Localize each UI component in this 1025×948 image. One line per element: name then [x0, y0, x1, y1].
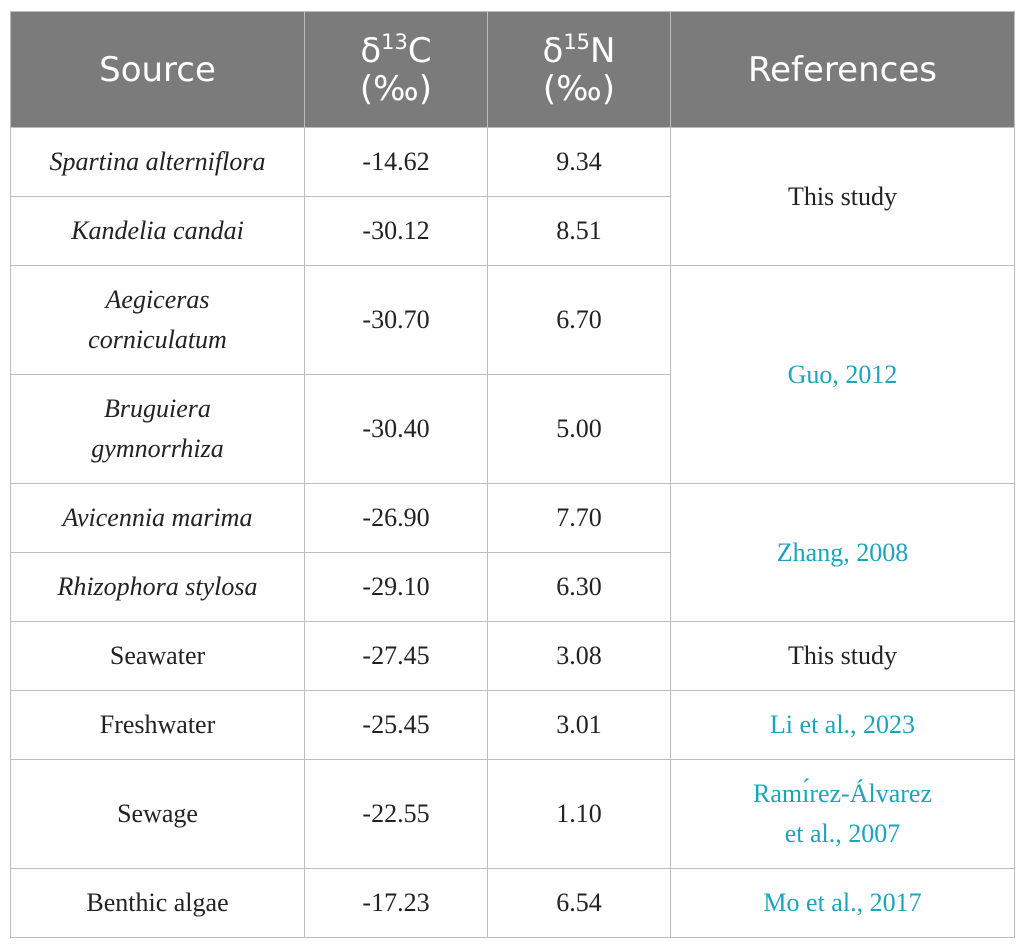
- source-line: Aegiceras: [105, 285, 210, 314]
- reference-link[interactable]: Mo et al., 2017: [670, 868, 1015, 938]
- d13c-cell: -14.62: [304, 127, 488, 197]
- table-row: Freshwater -25.45 3.01 Li et al., 2023: [10, 690, 1015, 760]
- d13c-cell: -26.90: [304, 483, 488, 553]
- reference-link[interactable]: Ramı́rez-Álvarez et al., 2007: [670, 759, 1015, 869]
- d15n-cell: 3.01: [487, 690, 671, 760]
- table-row: Rhizophora stylosa -29.10 6.30: [10, 552, 1015, 622]
- source-cell: Seawater: [10, 621, 305, 691]
- reference-link[interactable]: Guo, 2012: [670, 265, 1015, 484]
- reference-cell: This study: [670, 127, 1015, 266]
- d15n-cell: 7.70: [487, 483, 671, 553]
- d13c-cell: -22.55: [304, 759, 488, 869]
- table-header-row: Source δ13C (‰) δ15N (‰) References: [10, 11, 1015, 128]
- d15n-cell: 6.54: [487, 868, 671, 938]
- d13c-cell: -29.10: [304, 552, 488, 622]
- d13c-cell: -27.45: [304, 621, 488, 691]
- d13c-cell: -17.23: [304, 868, 488, 938]
- source-cell: Aegiceras corniculatum: [10, 265, 305, 375]
- table-row: Seawater -27.45 3.08 This study: [10, 621, 1015, 691]
- source-cell: Rhizophora stylosa: [10, 552, 305, 622]
- table-row: Benthic algae -17.23 6.54 Mo et al., 201…: [10, 868, 1015, 938]
- source-cell: Freshwater: [10, 690, 305, 760]
- header-references: References: [670, 11, 1015, 128]
- d15n-cell: 8.51: [487, 196, 671, 266]
- d15n-symbol: δ: [542, 30, 564, 71]
- source-line: Bruguiera: [104, 394, 211, 423]
- d15n-cell: 3.08: [487, 621, 671, 691]
- d15n-cell: 5.00: [487, 374, 671, 484]
- d15n-cell: 6.30: [487, 552, 671, 622]
- d15n-cell: 6.70: [487, 265, 671, 375]
- d13c-cell: -25.45: [304, 690, 488, 760]
- d15n-cell: 1.10: [487, 759, 671, 869]
- table-row: Sewage -22.55 1.10 Ramı́rez-Álvarez et a…: [10, 759, 1015, 869]
- reference-link[interactable]: Zhang, 2008: [670, 483, 1015, 622]
- d13c-unit: (‰): [359, 68, 433, 109]
- isotope-sources-table: Source δ13C (‰) δ15N (‰) References Spar…: [10, 11, 1015, 938]
- table-row: Aegiceras corniculatum -30.70 6.70 Guo, …: [10, 265, 1015, 484]
- reference-cell: This study: [670, 621, 1015, 691]
- source-cell: Spartina alterniflora: [10, 127, 305, 197]
- source-cell: Avicennia marima: [10, 483, 305, 553]
- table-row: Avicennia marima -26.90 7.70 Zhang, 2008: [10, 483, 1015, 622]
- d15n-unit: (‰): [542, 68, 616, 109]
- header-d13c: δ13C (‰): [304, 11, 488, 128]
- table-row: Spartina alterniflora -14.62 9.34 This s…: [10, 127, 1015, 266]
- d13c-cell: -30.12: [304, 196, 488, 266]
- source-cell: Kandelia candai: [10, 196, 305, 266]
- d15n-element: N: [590, 30, 616, 71]
- reference-line[interactable]: et al., 2007: [784, 819, 901, 848]
- source-cell: Benthic algae: [10, 868, 305, 938]
- d15n-mass: 15: [563, 29, 591, 54]
- table-row: Kandelia candai -30.12 8.51: [10, 196, 1015, 266]
- reference-line[interactable]: Ramı́rez-Álvarez: [752, 779, 932, 808]
- d13c-mass: 13: [381, 29, 408, 54]
- d15n-cell: 9.34: [487, 127, 671, 197]
- d13c-cell: -30.40: [304, 374, 488, 484]
- source-cell: Sewage: [10, 759, 305, 869]
- source-cell: Bruguiera gymnorrhiza: [10, 374, 305, 484]
- d13c-element: C: [407, 30, 432, 71]
- header-d15n: δ15N (‰): [487, 11, 671, 128]
- header-source: Source: [10, 11, 305, 128]
- source-line: corniculatum: [88, 325, 227, 354]
- d13c-cell: -30.70: [304, 265, 488, 375]
- d13c-symbol: δ: [360, 30, 382, 71]
- reference-link[interactable]: Li et al., 2023: [670, 690, 1015, 760]
- source-line: gymnorrhiza: [91, 434, 224, 463]
